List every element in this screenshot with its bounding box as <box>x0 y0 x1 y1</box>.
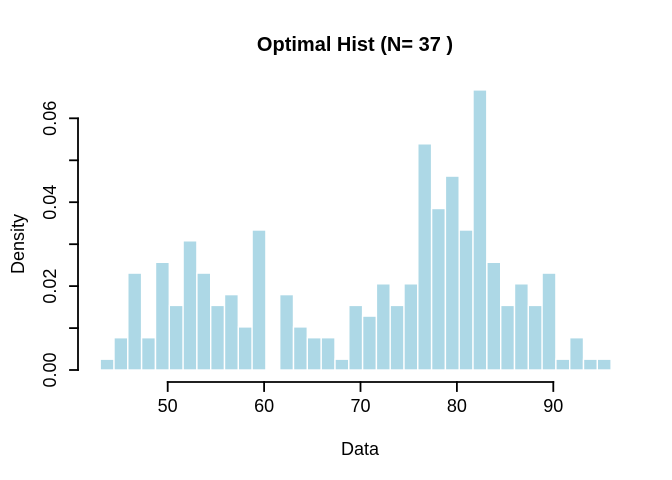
chart-title: Optimal Hist (N= 37 ) <box>257 34 453 56</box>
histogram-bar <box>569 337 585 371</box>
x-tick-label: 70 <box>350 396 370 416</box>
histogram-bar <box>361 315 378 371</box>
x-axis-title: Data <box>341 439 380 459</box>
histogram-bar <box>320 337 336 371</box>
histogram-bar <box>458 229 474 371</box>
histogram-bar <box>444 175 460 371</box>
y-tick-label: 0.04 <box>40 185 60 220</box>
histogram-bar <box>154 261 171 371</box>
y-tick-label: 0.02 <box>40 269 60 304</box>
histogram-bar <box>334 358 350 371</box>
histogram-bar <box>472 89 488 371</box>
histogram-bar <box>168 304 184 371</box>
x-tick-label: 80 <box>447 396 467 416</box>
histogram-bar <box>279 293 295 371</box>
y-tick-label: 0.06 <box>40 101 60 136</box>
histogram-bar <box>99 358 115 371</box>
histogram-bar <box>113 337 129 371</box>
histogram-bar <box>223 293 240 371</box>
histogram-bar <box>140 337 157 371</box>
histogram-bar <box>541 272 557 371</box>
histogram-bar <box>417 143 433 371</box>
histogram-bar <box>182 240 198 371</box>
histogram-bar <box>209 304 226 371</box>
histogram-bar <box>196 272 212 371</box>
histogram-bar <box>389 304 405 371</box>
histogram-bar <box>375 283 391 371</box>
histogram-bar <box>237 326 253 371</box>
histogram-bar <box>348 304 364 371</box>
histogram-bar <box>500 304 516 371</box>
histogram-bar <box>527 304 543 371</box>
axes: 50 60 70 80 90 0.00 0.02 0.04 0.06 <box>40 101 563 416</box>
histogram-bars <box>99 89 612 371</box>
histogram-bar <box>430 207 447 371</box>
x-tick-label: 90 <box>543 396 563 416</box>
histogram-bar <box>292 326 309 371</box>
histogram-bar <box>403 283 419 371</box>
histogram-bar <box>251 229 267 371</box>
histogram-bar <box>127 272 143 371</box>
histogram-bar <box>486 261 502 371</box>
y-axis-title: Density <box>8 214 28 274</box>
y-tick-label: 0.00 <box>40 352 60 387</box>
x-tick-label: 50 <box>158 396 178 416</box>
x-tick-label: 60 <box>254 396 274 416</box>
histogram-bar <box>596 358 612 371</box>
histogram-bar <box>306 337 322 371</box>
histogram-bar <box>555 358 571 371</box>
histogram-bar <box>582 358 599 371</box>
histogram-bar <box>513 283 530 371</box>
